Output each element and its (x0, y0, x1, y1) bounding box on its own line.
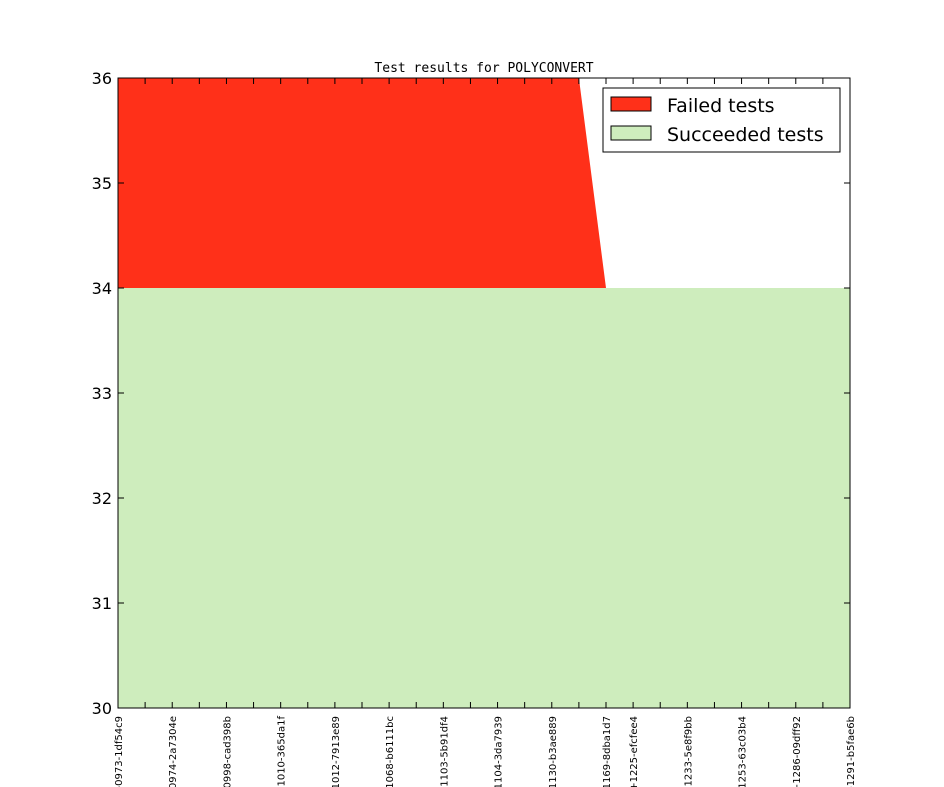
x-tick-label: -1291-b5fae6b (846, 716, 857, 787)
x-tick-label: -1103-5b91df4 (439, 716, 450, 787)
y-tick-label: 35 (92, 174, 112, 193)
x-tick-label: -0973-1df54c9 (114, 716, 125, 787)
y-tick-label: 32 (92, 489, 112, 508)
y-tick-label: 34 (92, 279, 112, 298)
x-tick-label: 1169-8dba1d7 (602, 716, 613, 787)
x-tick-label: 1104-3da7939 (494, 716, 505, 787)
x-tick-label: 1068-b6111bc (385, 716, 396, 787)
y-tick-label: 31 (92, 594, 112, 613)
y-tick-label: 33 (92, 384, 112, 403)
legend-swatch-succeeded (610, 125, 652, 141)
x-tick-label: 1253-63c03b4 (738, 716, 749, 787)
series-area-succeeded (118, 288, 850, 708)
x-tick-label: 0998-cad398b (222, 716, 233, 787)
x-tick-label: -1010-365da1f (277, 716, 288, 787)
legend-swatch-failed (610, 96, 652, 112)
x-tick-label: 1130-b3ae889 (548, 716, 559, 787)
y-tick-label: 30 (92, 699, 112, 718)
x-tick-label: -1233-5e8f9bb (683, 716, 694, 787)
chart-title: Test results for POLYCONVERT (374, 61, 593, 76)
x-tick-label: +1225-efcfee4 (629, 716, 640, 787)
x-tick-label: 0974-2a7304e (168, 716, 179, 787)
legend-label-failed: Failed tests (667, 95, 775, 117)
y-tick-label: 36 (92, 69, 112, 88)
x-tick-label: +1286-09dff92 (792, 716, 803, 787)
x-tick-label: 1012-7913e89 (331, 716, 342, 787)
legend-label-succeeded: Succeeded tests (667, 124, 824, 146)
legend: Failed tests Succeeded tests (602, 87, 841, 153)
series-area-failed (118, 78, 850, 288)
